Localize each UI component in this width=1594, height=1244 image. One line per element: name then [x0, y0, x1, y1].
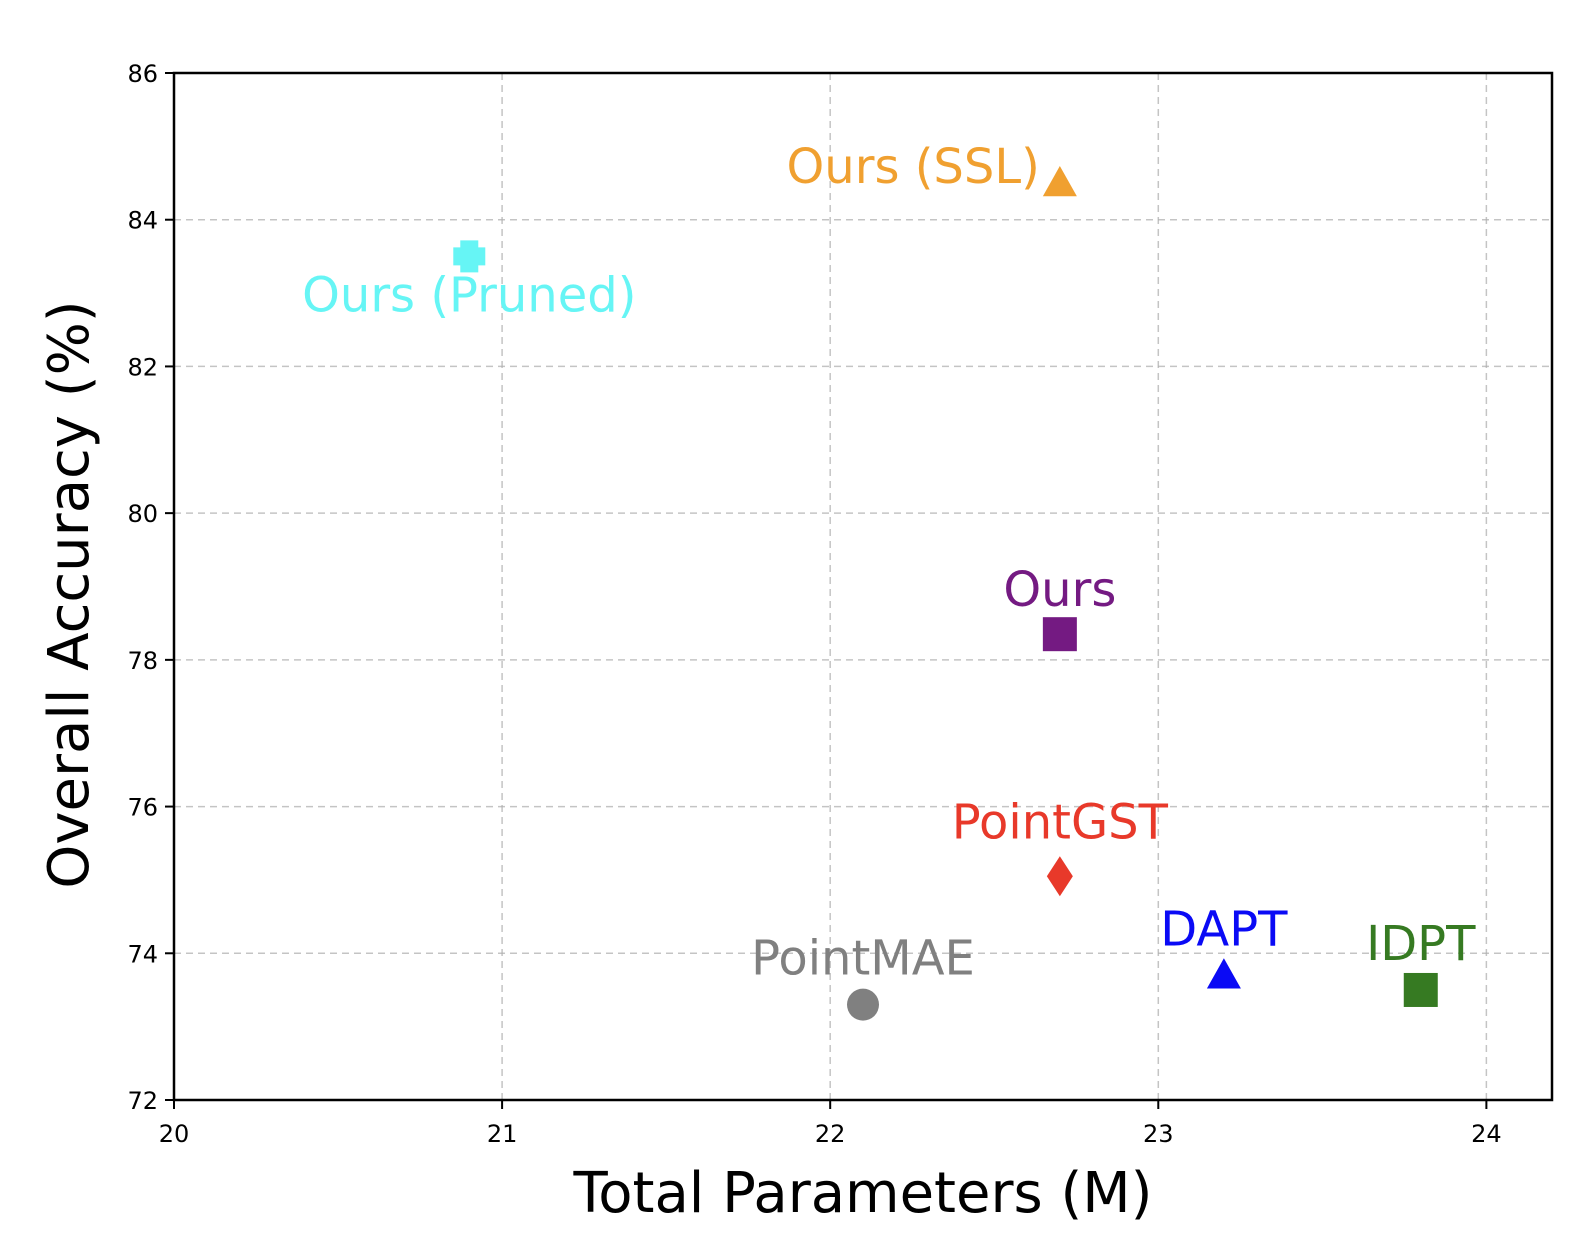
- label-ours: Ours: [1003, 562, 1116, 618]
- x-tick-label: 22: [815, 1120, 846, 1148]
- grid: [174, 73, 1552, 1100]
- axis-ticks: 20 21 22 23 24 72 74 76 78 80 82 84 86: [127, 60, 1501, 1148]
- label-pointmae: PointMAE: [751, 931, 975, 987]
- point-ours: [1042, 617, 1077, 652]
- point-labels: Ours (SSL) Ours (Pruned) Ours PointGST DAPT I…: [302, 139, 1476, 987]
- y-tick-label: 76: [127, 794, 158, 822]
- x-tick-label: 20: [159, 1120, 190, 1148]
- point-pointgst: [1046, 856, 1073, 897]
- x-tick-label: 24: [1471, 1120, 1502, 1148]
- point-dapt: [1206, 958, 1241, 989]
- label-pointgst: PointGST: [952, 794, 1169, 850]
- x-tick-label: 21: [487, 1120, 518, 1148]
- y-tick-label: 78: [127, 647, 158, 675]
- label-dapt: DAPT: [1160, 901, 1288, 957]
- point-ours-ssl: [1042, 166, 1077, 197]
- label-ours-pruned: Ours (Pruned): [302, 267, 636, 323]
- label-idpt: IDPT: [1366, 916, 1476, 972]
- y-tick-label: 82: [127, 353, 158, 381]
- point-ours-pruned: [453, 240, 486, 273]
- x-axis-label: Total Parameters (M): [573, 1161, 1153, 1226]
- y-tick-label: 80: [127, 500, 158, 528]
- y-tick-label: 74: [127, 940, 158, 968]
- y-tick-label: 84: [127, 207, 158, 235]
- y-tick-label: 86: [127, 60, 158, 88]
- y-axis-label: Overall Accuracy (%): [37, 300, 102, 888]
- label-ours-ssl: Ours (SSL): [787, 139, 1040, 195]
- y-tick-label: 72: [127, 1087, 158, 1115]
- x-tick-label: 23: [1143, 1120, 1174, 1148]
- plot-frame: [172, 71, 1554, 1102]
- point-idpt: [1403, 972, 1438, 1007]
- markers: [453, 166, 1438, 1021]
- point-pointmae: [847, 988, 879, 1021]
